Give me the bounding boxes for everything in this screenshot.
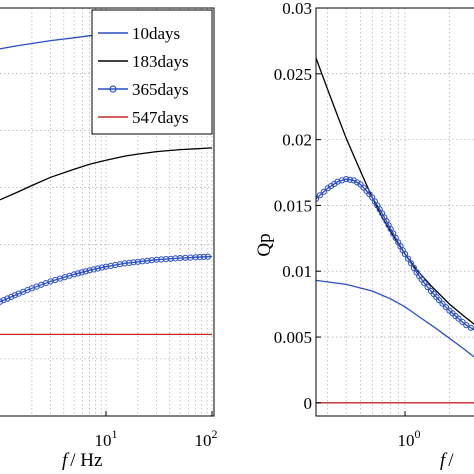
left-marker-365days [139,258,146,265]
left-x-tick-label-base: 10 [195,431,212,450]
left-x-tick-label-exponent: 2 [212,427,218,441]
right-y-tick-label: 0.01 [282,262,312,281]
legend-label-547days: 547days [132,108,189,127]
left-series-group [0,26,213,336]
right-x-tick-label: 100 [398,427,421,450]
right-x-tick-label-base: 10 [398,431,415,450]
right-marker-365days [401,251,409,258]
left-x-tick-label-base: 10 [95,431,112,450]
legend-label-183days: 183days [132,52,189,71]
left-marker-365days [200,253,207,260]
left-marker-365days [4,295,11,302]
right-y-axis-label: Qp [254,233,275,256]
right-marker-365days [338,177,345,184]
right-line-183days [316,57,474,325]
left-marker-365days [196,254,203,261]
right-marker-365days [343,176,350,183]
left-marker-365days [204,253,211,260]
right-marker-365days [459,318,466,325]
legend-label-10days: 10days [132,24,180,43]
left-marker-365days [90,266,97,273]
legend-marker-365days [109,85,117,93]
left-marker-365days [86,267,93,274]
right-x-axis-label: f / [440,450,454,471]
right-y-tick-label: 0.015 [274,196,312,215]
right-marker-365days [316,192,323,199]
left-x-axis-label: f / Hz [62,450,102,471]
left-marker-365days [0,298,4,305]
right-marker-365days [455,315,462,322]
right-grid [316,7,474,416]
left-line-365days [0,255,213,303]
legend-box [91,9,213,135]
left-line-183days [0,147,213,201]
right-marker-365days [442,304,450,311]
right-y-tick-labels: 0 0.005 0.01 0.015 0.02 0.025 0.03 [274,0,312,413]
right-marker-365days [405,255,412,262]
left-x-tick-label: 102 [195,427,218,450]
left-marker-365days [130,259,137,266]
right-y-tick-label: 0.02 [282,131,312,150]
left-marker-365days [82,268,89,275]
right-marker-365days [410,264,417,271]
right-x-tick-label-exponent: 0 [415,427,421,441]
right-series-group [316,57,474,404]
right-marker-365days [439,300,446,307]
right-marker-365days [316,195,320,202]
right-marker-365days [421,280,428,287]
left-marker-365days [71,271,78,278]
left-marker-365days [11,292,18,299]
left-marker-365days [78,269,85,276]
left-x-tick-label: 101 [95,427,118,450]
right-marker-365days [350,177,357,184]
right-y-tick-label: 0 [304,394,313,413]
right-marker-365days [334,178,341,185]
right-line-10days [316,279,474,358]
left-marker-365days [126,259,133,266]
right-marker-365days [357,181,364,188]
legend-label-365days: 365days [132,80,189,99]
left-marker-365days [98,264,106,271]
left-marker-365days [8,293,15,300]
right-marker-365days [320,188,327,195]
right-y-tick-label: 0.005 [274,328,312,347]
left-marker-365days [74,270,82,277]
right-marker-365days [463,322,470,329]
left-marker-365days [192,254,199,261]
right-x-tick-labels: 100 [398,427,421,450]
right-marker-365days [408,260,415,267]
left-ticks [105,411,213,416]
left-x-tick-labels: 101 102 [95,427,218,450]
right-marker-365days [354,179,361,186]
right-y-tick-label: 0.03 [282,0,312,18]
right-y-tick-label: 0.025 [274,65,312,84]
right-marker-365days [436,297,443,304]
right-marker-365days [346,176,354,183]
left-marker-365days [94,265,101,272]
right-axis-frame [315,7,474,417]
right-ticks [316,7,406,416]
legend: 10days 183days 365days 547days [91,9,213,135]
left-marker-365days [121,260,128,267]
left-x-tick-label-exponent: 1 [112,427,118,441]
right-marker-365days [424,283,431,291]
left-marker-365days [0,297,7,304]
